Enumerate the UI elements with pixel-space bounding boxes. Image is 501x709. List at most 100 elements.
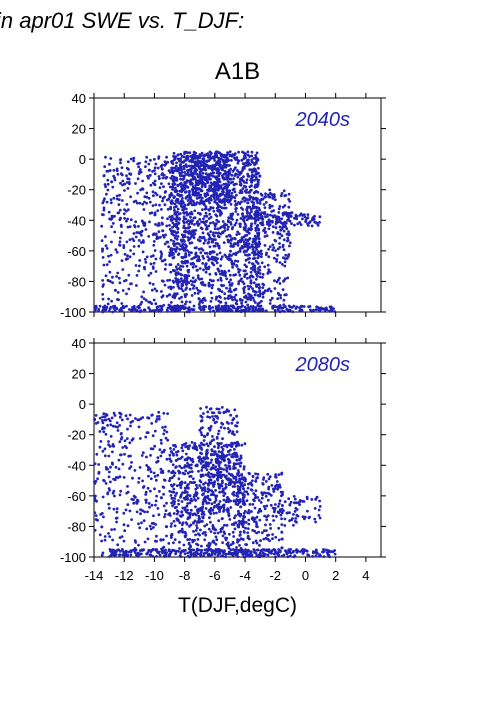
data-point xyxy=(184,150,188,154)
data-point xyxy=(261,221,264,224)
data-point xyxy=(208,307,212,311)
data-point xyxy=(169,447,172,450)
data-point xyxy=(120,259,124,262)
data-point xyxy=(192,216,196,220)
data-point xyxy=(220,153,224,157)
data-point xyxy=(201,473,205,477)
data-point xyxy=(107,169,110,173)
data-point xyxy=(156,551,160,554)
data-point xyxy=(213,227,217,231)
data-point xyxy=(255,531,258,535)
data-point xyxy=(247,261,251,264)
data-point xyxy=(254,277,258,281)
data-point xyxy=(109,201,113,205)
data-point xyxy=(221,481,224,485)
data-point xyxy=(216,234,220,238)
data-point xyxy=(148,200,152,204)
data-point xyxy=(250,296,254,300)
data-point xyxy=(288,503,292,507)
data-point xyxy=(226,175,230,179)
data-point xyxy=(183,211,186,215)
data-point xyxy=(210,553,214,557)
data-point xyxy=(230,159,233,162)
data-point xyxy=(179,457,183,460)
data-point xyxy=(102,308,105,311)
data-point xyxy=(219,296,222,299)
data-point xyxy=(141,549,144,552)
data-point xyxy=(204,507,208,510)
data-point xyxy=(208,516,211,520)
data-point xyxy=(180,523,184,527)
data-point xyxy=(255,554,259,558)
data-point xyxy=(101,247,105,251)
data-point xyxy=(202,200,206,204)
data-point xyxy=(245,543,249,546)
data-point xyxy=(183,171,187,174)
data-point xyxy=(183,187,187,190)
data-point xyxy=(165,430,169,434)
data-point xyxy=(292,555,296,559)
data-point xyxy=(228,172,232,176)
data-point xyxy=(181,443,184,447)
data-point xyxy=(195,172,199,176)
data-point xyxy=(283,264,287,268)
data-point xyxy=(111,305,115,308)
data-point xyxy=(205,442,209,446)
data-point xyxy=(179,177,182,181)
data-point xyxy=(260,299,263,303)
data-point xyxy=(219,166,223,170)
data-point xyxy=(101,279,105,282)
data-point xyxy=(134,501,138,504)
data-point xyxy=(216,531,220,535)
data-point xyxy=(195,483,198,487)
data-point xyxy=(209,512,213,516)
data-point xyxy=(97,463,101,466)
data-point xyxy=(204,194,208,197)
data-point xyxy=(112,553,116,557)
data-point xyxy=(268,206,272,210)
data-point xyxy=(256,496,260,499)
data-point xyxy=(222,190,225,194)
data-point xyxy=(116,291,120,294)
data-point xyxy=(111,275,114,279)
data-point xyxy=(211,540,215,544)
data-point xyxy=(217,502,221,506)
data-point xyxy=(280,523,284,526)
data-point xyxy=(288,241,292,245)
data-point xyxy=(247,522,251,526)
data-point xyxy=(196,289,200,292)
data-point xyxy=(251,287,255,290)
data-point xyxy=(157,417,161,421)
data-point xyxy=(285,214,289,218)
data-point xyxy=(213,224,217,228)
data-point xyxy=(137,306,141,310)
data-point xyxy=(275,280,279,284)
data-point xyxy=(252,492,256,495)
data-point xyxy=(157,157,161,160)
data-point xyxy=(221,448,225,451)
data-point xyxy=(191,177,195,181)
data-point xyxy=(153,475,157,478)
data-point xyxy=(174,250,178,253)
data-point xyxy=(266,498,270,502)
data-point xyxy=(174,248,178,251)
data-point xyxy=(234,166,237,170)
data-point xyxy=(139,168,142,171)
data-point xyxy=(259,509,263,513)
data-point xyxy=(227,512,231,515)
data-point xyxy=(199,251,203,255)
data-point xyxy=(242,520,246,524)
data-point xyxy=(205,179,209,183)
data-point xyxy=(201,502,205,506)
data-point xyxy=(186,486,190,490)
data-point xyxy=(110,214,114,218)
data-point xyxy=(183,302,187,306)
data-point xyxy=(267,268,271,272)
data-point xyxy=(115,194,119,198)
data-point xyxy=(148,553,152,557)
data-point xyxy=(202,554,206,558)
data-point xyxy=(230,227,234,231)
data-point xyxy=(270,484,274,487)
data-point xyxy=(185,458,189,462)
data-point xyxy=(235,173,239,176)
